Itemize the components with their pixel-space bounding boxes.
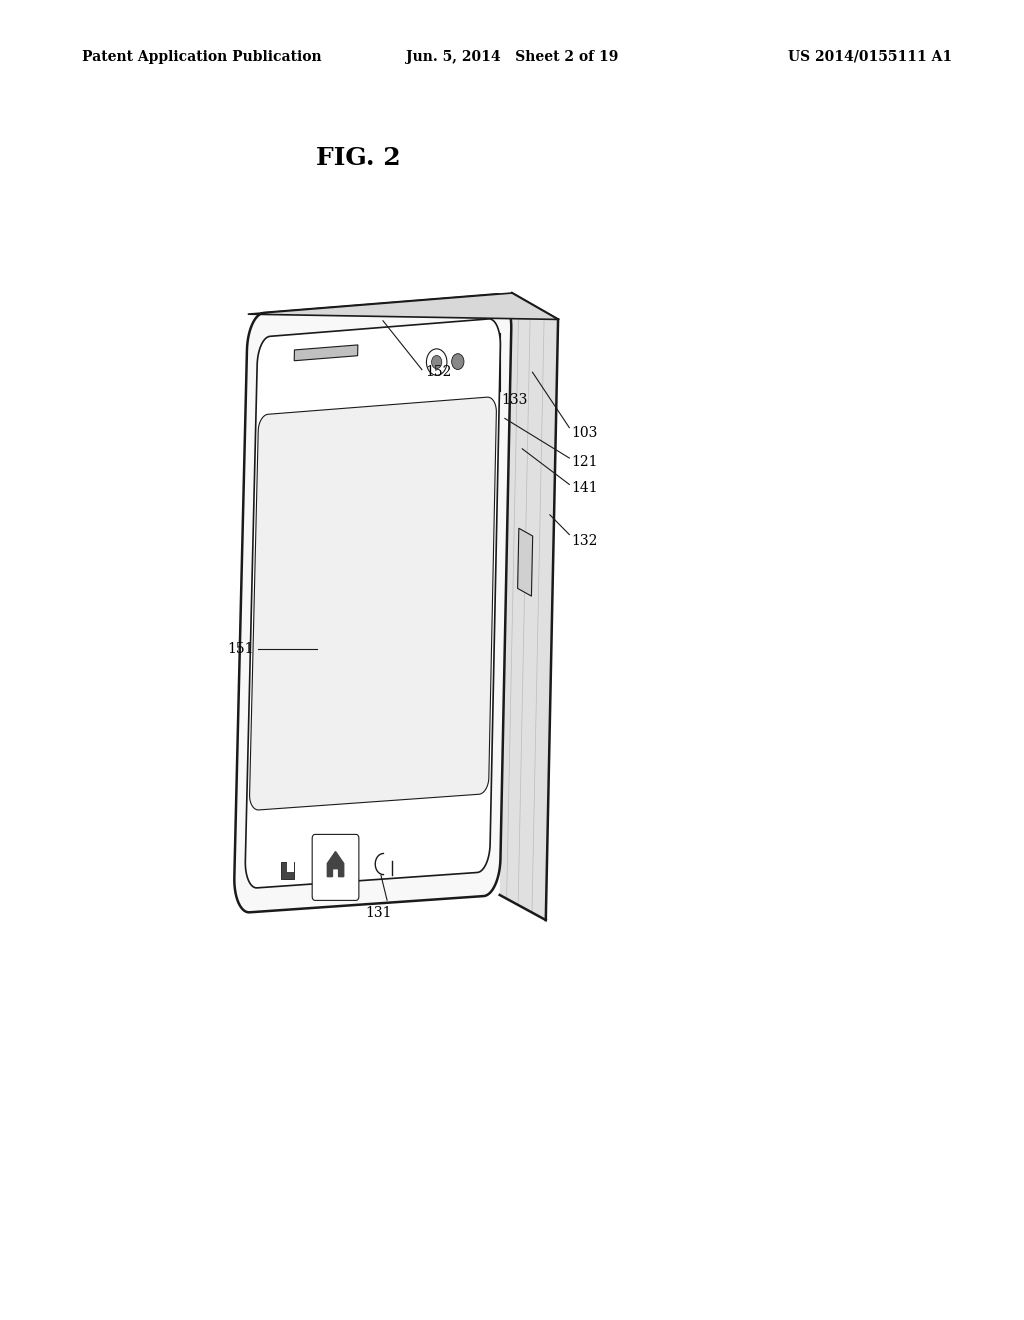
Polygon shape xyxy=(246,319,501,888)
Text: Patent Application Publication: Patent Application Publication xyxy=(82,50,322,63)
FancyBboxPatch shape xyxy=(312,834,358,900)
Text: 131: 131 xyxy=(366,907,392,920)
Text: 152: 152 xyxy=(425,366,452,379)
Text: 121: 121 xyxy=(571,455,598,469)
Polygon shape xyxy=(234,294,511,912)
Text: 132: 132 xyxy=(571,535,598,548)
Text: 103: 103 xyxy=(571,426,598,440)
Polygon shape xyxy=(294,345,357,360)
Circle shape xyxy=(452,354,464,370)
Polygon shape xyxy=(328,851,344,876)
Circle shape xyxy=(431,355,441,368)
Text: FIG. 2: FIG. 2 xyxy=(316,147,400,170)
Text: Jun. 5, 2014   Sheet 2 of 19: Jun. 5, 2014 Sheet 2 of 19 xyxy=(406,50,618,63)
Polygon shape xyxy=(500,293,558,920)
Polygon shape xyxy=(517,528,532,597)
Polygon shape xyxy=(248,293,558,319)
Text: US 2014/0155111 A1: US 2014/0155111 A1 xyxy=(788,50,952,63)
Polygon shape xyxy=(250,397,497,810)
Circle shape xyxy=(426,348,446,375)
Bar xyxy=(287,862,294,871)
Bar xyxy=(281,862,294,879)
Text: 151: 151 xyxy=(227,643,254,656)
Text: 141: 141 xyxy=(571,482,598,495)
Text: 133: 133 xyxy=(502,393,528,407)
